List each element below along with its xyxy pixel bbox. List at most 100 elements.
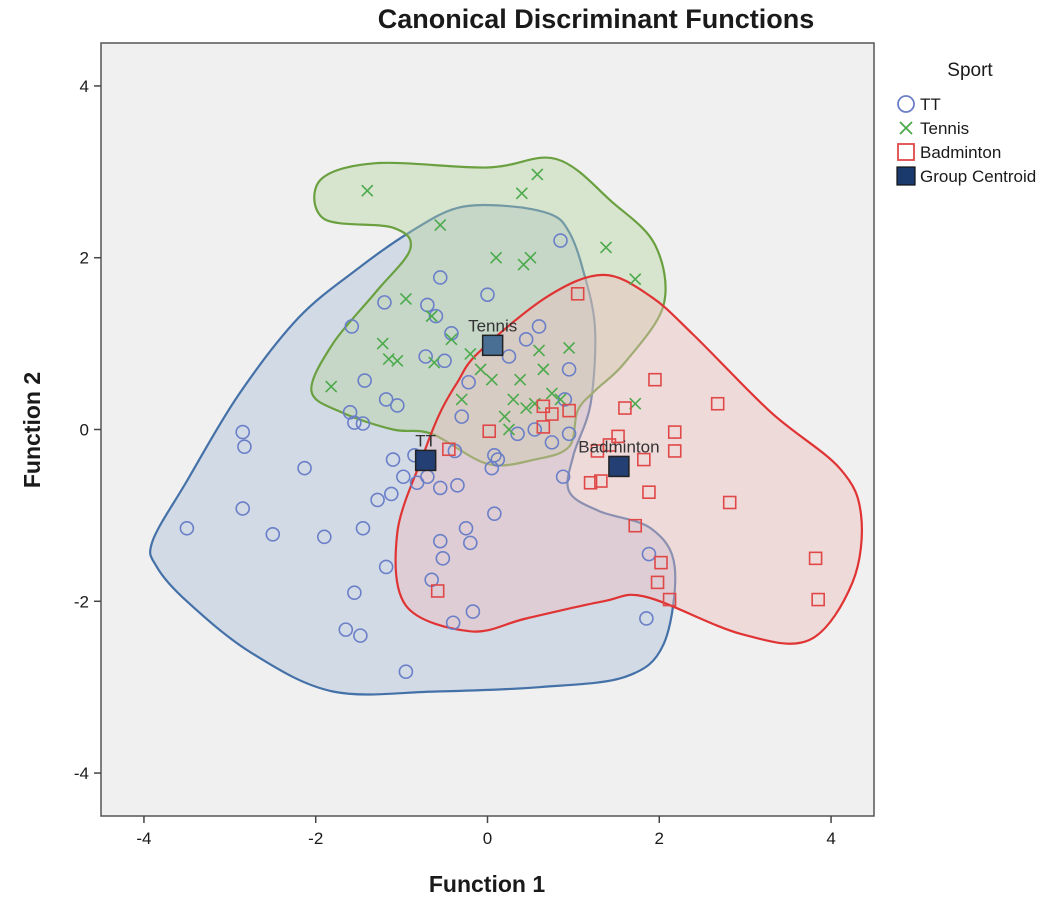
point-badminton xyxy=(648,372,662,387)
x-tick-label: -4 xyxy=(136,829,151,848)
point-badminton xyxy=(650,575,665,590)
point-badminton xyxy=(611,429,625,444)
point-tennis xyxy=(428,356,441,369)
point-tt xyxy=(463,535,478,551)
point-badminton xyxy=(602,438,617,452)
point-tt xyxy=(432,480,448,496)
point-tennis xyxy=(554,393,567,406)
point-badminton xyxy=(430,584,445,598)
point-tennis xyxy=(498,410,511,423)
point-tennis xyxy=(455,393,468,406)
point-tt xyxy=(557,392,573,407)
point-badminton xyxy=(654,555,668,570)
point-tt xyxy=(544,435,560,450)
point-tt xyxy=(235,501,251,516)
point-tt xyxy=(510,426,525,442)
y-tick-label: 0 xyxy=(80,421,89,440)
point-tennis xyxy=(464,347,477,360)
point-tt xyxy=(561,426,577,442)
point-tennis xyxy=(629,273,642,286)
point-tennis xyxy=(599,241,613,254)
hull-tennis xyxy=(310,156,667,467)
point-tt xyxy=(237,439,252,454)
centroid-badminton xyxy=(608,455,630,478)
point-tt xyxy=(384,486,399,502)
point-tt xyxy=(347,585,362,600)
point-tt xyxy=(377,295,392,310)
point-tt xyxy=(490,452,506,467)
point-tt xyxy=(344,319,360,334)
point-tt xyxy=(317,529,332,545)
point-tennis xyxy=(361,184,374,197)
point-badminton xyxy=(722,495,737,510)
point-tt xyxy=(353,628,368,643)
points-layer xyxy=(179,168,825,680)
point-badminton xyxy=(628,518,643,533)
y-tick-label: 2 xyxy=(80,249,89,268)
point-tt xyxy=(370,492,385,508)
point-tt xyxy=(480,287,495,302)
point-tt xyxy=(561,362,577,377)
point-tt xyxy=(518,332,534,347)
point-tt xyxy=(531,319,547,334)
point-badminton xyxy=(618,401,632,415)
y-tick-label: -4 xyxy=(74,764,89,783)
point-tt xyxy=(347,415,362,430)
point-tennis xyxy=(520,401,533,415)
point-tennis xyxy=(490,251,503,264)
plot-background xyxy=(100,42,875,817)
point-tennis xyxy=(524,251,537,264)
x-tick-label: -2 xyxy=(308,829,323,848)
point-tt xyxy=(487,506,502,521)
legend-title: Sport xyxy=(947,60,993,81)
point-tt xyxy=(435,551,451,566)
point-tt xyxy=(385,452,401,467)
chart-title: Canonical Discriminant Functions xyxy=(378,4,815,34)
point-tt xyxy=(418,349,433,364)
y-tick-label: 4 xyxy=(80,77,89,96)
point-badminton xyxy=(562,403,576,418)
point-tt xyxy=(378,559,394,575)
legend-label-tennis: Tennis xyxy=(920,119,969,138)
point-tt xyxy=(432,533,448,549)
centroid-label-tt: TT xyxy=(415,431,436,450)
point-tt xyxy=(355,416,371,431)
y-tick-label: -2 xyxy=(74,592,89,611)
point-badminton xyxy=(811,592,825,607)
legend-marker-badminton xyxy=(897,143,915,161)
point-badminton xyxy=(442,442,456,457)
point-tt xyxy=(297,460,312,476)
point-badminton xyxy=(583,475,598,490)
legend-label-badminton: Badminton xyxy=(920,143,1001,162)
legend-marker-tennis xyxy=(899,121,913,135)
point-tt xyxy=(396,469,411,485)
legend-label-group-centroid: Group Centroid xyxy=(920,167,1036,186)
point-tt xyxy=(553,233,568,248)
x-tick-label: 2 xyxy=(655,829,664,848)
y-axis-title: Function 2 xyxy=(19,372,45,488)
point-badminton xyxy=(482,424,497,439)
x-tick-label: 0 xyxy=(483,829,492,848)
point-tennis xyxy=(563,341,576,354)
point-badminton xyxy=(808,551,823,566)
point-tt xyxy=(458,520,474,536)
centroid-label-badminton: Badminton xyxy=(578,437,659,456)
point-tennis xyxy=(507,393,520,406)
point-tennis xyxy=(485,373,498,386)
centroid-label-tennis: Tennis xyxy=(468,316,517,335)
legend-marker-tt xyxy=(897,95,915,113)
point-tennis xyxy=(434,219,447,232)
point-tt xyxy=(487,447,502,463)
point-tennis xyxy=(531,168,544,181)
point-tt xyxy=(338,622,354,637)
centroids-layer: TT Tennis Badminton xyxy=(414,316,660,478)
point-badminton xyxy=(642,485,656,499)
point-tt xyxy=(450,478,465,493)
x-axis-title: Function 1 xyxy=(429,871,545,897)
point-tt xyxy=(390,398,405,413)
point-tt xyxy=(445,615,461,631)
centroid-tennis xyxy=(481,334,504,357)
point-tt xyxy=(461,374,476,390)
point-tt xyxy=(501,349,517,364)
